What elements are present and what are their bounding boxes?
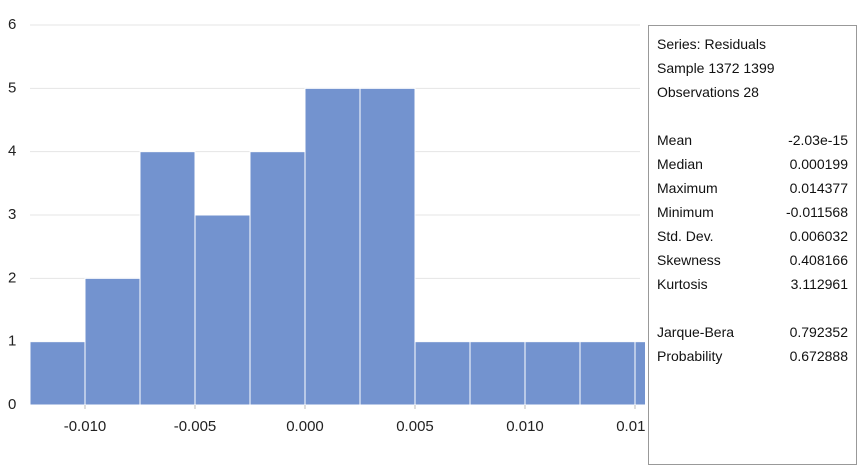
bar (249, 151, 306, 406)
bar (29, 341, 86, 406)
y-tick-label: 0 (8, 396, 16, 413)
stat-name: Std. Dev. (657, 228, 714, 244)
bar (359, 87, 416, 406)
stats-row: Maximum 0.014377 (657, 176, 848, 200)
stat-value: 0.006032 (789, 228, 848, 244)
x-tick-label: 0.000 (286, 418, 324, 435)
stat-name: Kurtosis (657, 276, 708, 292)
stats-row: Probability 0.672888 (657, 344, 848, 368)
bar (194, 214, 251, 406)
x-tick-label: 0.005 (396, 418, 434, 435)
bar (139, 151, 196, 406)
x-tick-label: 0.015 (616, 418, 645, 435)
x-tick-label: -0.010 (64, 418, 107, 435)
bar (579, 341, 636, 406)
stats-row: Jarque-Bera 0.792352 (657, 320, 848, 344)
gap-cell (657, 296, 763, 320)
stats-sample: Sample 1372 1399 (657, 60, 775, 76)
stat-value: 0.014377 (789, 180, 848, 196)
stat-value: 0.408166 (789, 252, 848, 268)
y-tick-label: 4 (8, 143, 16, 160)
x-tick-label: -0.005 (174, 418, 217, 435)
bar (524, 341, 581, 406)
stat-value: 3.112961 (790, 276, 848, 292)
x-tick-label: 0.010 (506, 418, 544, 435)
stats-row: Median 0.000199 (657, 152, 848, 176)
stat-name: Median (657, 156, 703, 172)
stat-name: Probability (657, 348, 723, 364)
stats-gap (657, 104, 848, 128)
stats-row: Mean -2.03e-15 (657, 128, 848, 152)
stats-box: Series: Residuals Sample 1372 1399 Obser… (648, 25, 857, 465)
stats-row: Minimum -0.011568 (657, 200, 848, 224)
bar (414, 341, 471, 406)
stat-name: Minimum (657, 204, 714, 220)
stat-value: 0.000199 (789, 156, 848, 172)
stat-value: 0.672888 (789, 348, 848, 364)
stats-gap (657, 296, 848, 320)
stat-name: Jarque-Bera (657, 324, 735, 340)
stats-observations: Observations 28 (657, 84, 759, 100)
y-tick-label: 3 (8, 206, 16, 223)
bar (84, 277, 141, 406)
bar (304, 87, 361, 406)
chart: 0 1 2 3 4 5 6 -0.010 -0.005 0.000 0.005 0.010 0.015 (8, 16, 645, 435)
stat-name: Skewness (657, 252, 721, 268)
stat-value: -2.03e-15 (788, 132, 848, 148)
stats-row: Skewness 0.408166 (657, 248, 848, 272)
stats-row: Std. Dev. 0.006032 (657, 224, 848, 248)
y-tick-label: 2 (8, 269, 16, 286)
y-tick-label: 1 (8, 333, 16, 350)
stat-value: 0.792352 (789, 324, 848, 340)
stats-series: Series: Residuals (657, 36, 766, 52)
stats-row: Kurtosis 3.112961 (657, 272, 848, 296)
bar (634, 341, 645, 406)
bar (469, 341, 526, 406)
stat-name: Maximum (657, 180, 718, 196)
stat-name: Mean (657, 132, 693, 148)
stats-table: Mean -2.03e-15 Median 0.000199 Maximum 0.0143… (657, 104, 848, 368)
y-tick-label: 5 (8, 79, 16, 96)
gap-cell (657, 104, 763, 128)
stat-value: -0.011568 (785, 204, 848, 220)
y-tick-label: 6 (8, 16, 16, 33)
